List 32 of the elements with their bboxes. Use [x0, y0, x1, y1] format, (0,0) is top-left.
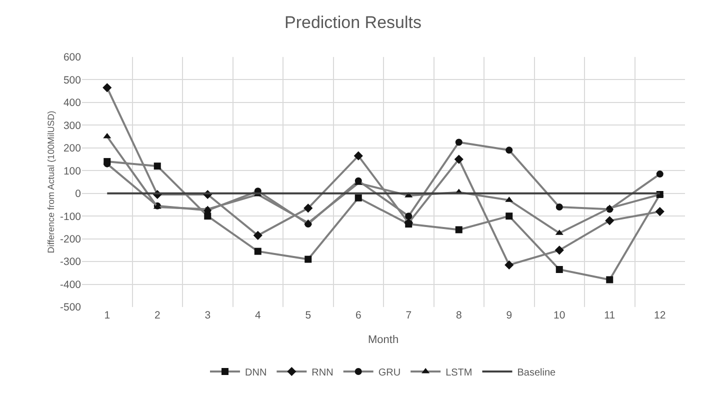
y-tick-label: 400	[63, 97, 82, 110]
y-tick-label: -300	[60, 256, 82, 268]
x-tick-label: 4	[254, 310, 261, 322]
x-axis-title: Month	[368, 334, 399, 346]
legend-label: DNN	[245, 367, 267, 378]
y-axis-title: Difference from Actual (100MilUSD)	[46, 110, 56, 254]
chart-title: Prediction Results	[284, 12, 422, 32]
x-tick-label: 10	[554, 310, 566, 322]
y-tick-label: -100	[60, 210, 82, 223]
y-tick-label: 200	[63, 142, 82, 155]
x-tick-label: 1	[104, 310, 110, 322]
legend-label: GRU	[378, 367, 401, 378]
y-tick-label: 600	[63, 52, 82, 64]
y-tick-label: 100	[63, 165, 82, 178]
y-tick-label: -400	[60, 278, 82, 291]
x-tick-label: 8	[456, 310, 462, 322]
legend-label: LSTM	[446, 367, 472, 378]
y-tick-label: 500	[63, 74, 82, 86]
y-tick-label: 0	[75, 188, 82, 200]
x-tick-label: 9	[506, 310, 512, 322]
x-tick-label: 2	[154, 310, 160, 322]
legend-label: RNN	[312, 367, 334, 378]
x-tick-label: 6	[355, 310, 362, 322]
legend-label: Baseline	[517, 367, 556, 378]
y-tick-label: -500	[60, 302, 82, 314]
x-tick-label: 7	[406, 310, 412, 322]
x-tick-label: 3	[204, 310, 211, 322]
x-tick-label: 12	[654, 310, 666, 322]
x-tick-label: 11	[604, 310, 616, 322]
x-tick-label: 5	[305, 310, 312, 322]
y-tick-label: 300	[63, 120, 82, 132]
y-tick-label: -200	[60, 233, 82, 246]
